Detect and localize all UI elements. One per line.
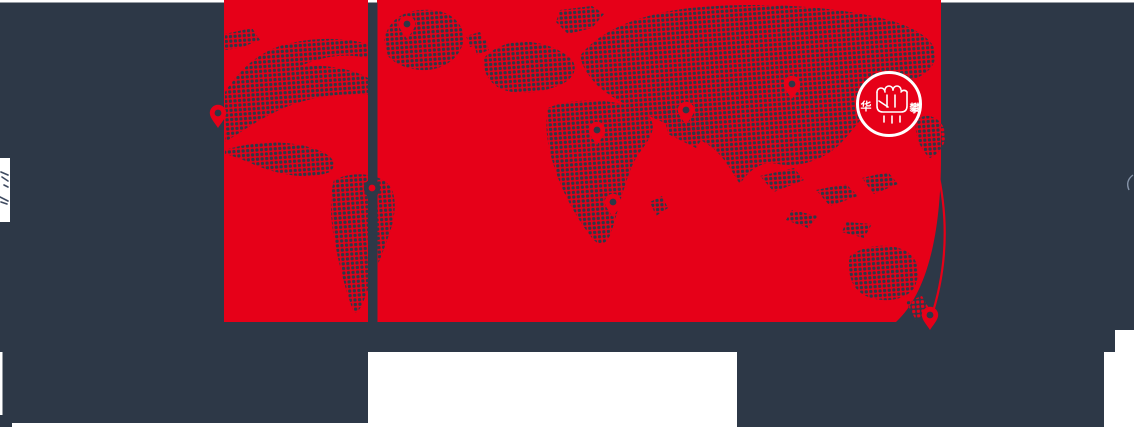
logo-circle xyxy=(856,71,922,137)
brand-logo-badge: 华 攀 xyxy=(856,71,922,137)
map-pin xyxy=(363,179,381,203)
map-pin xyxy=(604,193,622,217)
navy-band-mid xyxy=(0,330,1115,352)
map-pins-layer xyxy=(209,15,939,330)
navy-block-bottom-left xyxy=(2,352,368,423)
map-pin xyxy=(398,15,416,39)
left-edge-sketch-marks xyxy=(0,171,9,205)
left-edge-notch xyxy=(0,158,10,222)
panel-divider-bar xyxy=(368,2,378,322)
logo-char-left: 华 xyxy=(861,99,872,113)
route-curve xyxy=(929,167,946,319)
map-pin xyxy=(588,121,606,145)
fist-icon xyxy=(876,85,908,124)
right-edge-sketch-mark xyxy=(1126,174,1134,191)
navy-block-bottom-right xyxy=(737,352,1104,427)
map-pin xyxy=(209,104,227,128)
map-pin xyxy=(677,101,695,125)
navy-corner-bottom-left xyxy=(0,415,12,427)
map-pin xyxy=(921,306,939,330)
map-pin xyxy=(783,75,801,99)
logo-char-right: 攀 xyxy=(909,101,922,115)
